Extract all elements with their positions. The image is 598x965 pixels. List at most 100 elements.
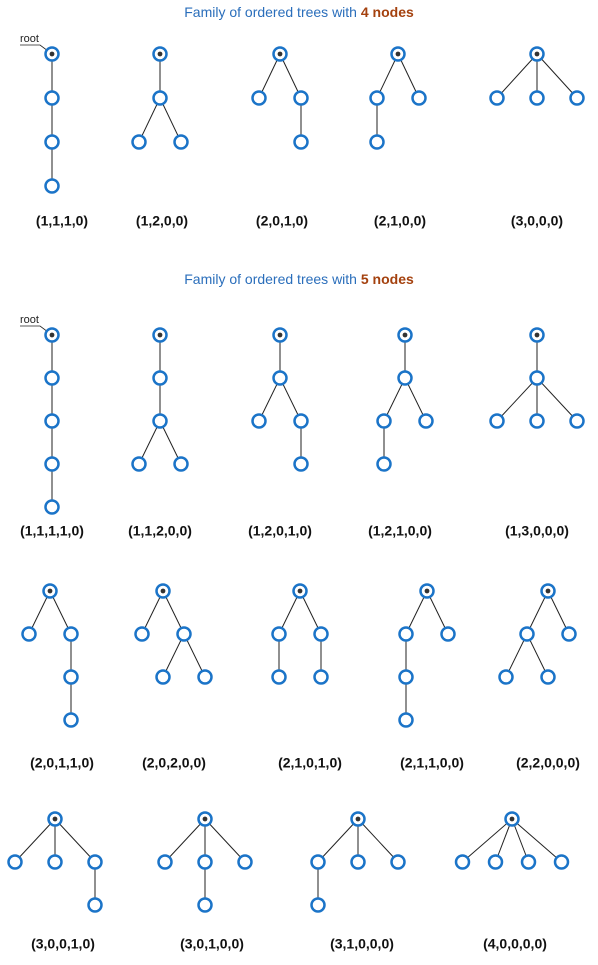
tree-edge [536,53,578,99]
tree-node [271,626,287,642]
tree-node [489,90,505,106]
tree-node [197,854,213,870]
tree-node [498,669,514,685]
tree-node [44,456,60,472]
tree-node [313,626,329,642]
title-emphasis: 4 nodes [361,4,414,20]
root-dot [49,51,55,57]
tree-edge [526,590,549,635]
tree-edge [138,420,161,465]
tree-edge [138,97,161,143]
tree-edge [462,818,513,863]
root-dot [545,588,551,594]
tree-edge [511,818,562,863]
tree-node [197,897,213,913]
tree-node [21,626,37,642]
tree-edge [404,377,427,422]
root-dot [277,332,283,338]
root-dot [277,51,283,57]
root-dot [534,332,540,338]
tree-node [398,712,414,728]
tree-edge [258,377,281,422]
tree-caption: (2,0,2,0,0) [142,755,206,771]
tree-edge [376,53,399,99]
tree-node [529,413,545,429]
tree-edge [258,53,281,99]
tree-node [487,854,504,870]
tree-node [398,669,414,685]
tree-node [237,854,253,870]
tree-caption: (1,1,1,1,0) [20,523,84,539]
tree-edge [278,590,301,635]
tree-node [44,134,60,150]
tree-edge [162,633,185,678]
tree-caption: (1,1,1,0) [36,213,88,229]
tree-node [390,854,406,870]
tree-node [369,90,385,106]
tree-edge [159,420,182,465]
section-title: Family of ordered trees with 4 nodes [184,4,414,20]
tree-node [418,413,434,429]
tree-edge [54,818,96,863]
tree-node [489,413,505,429]
tree-edge [397,53,420,99]
tree-node [293,413,309,429]
tree-node [454,854,471,870]
root-pointer [20,44,49,52]
root-dot [157,332,163,338]
tree-edge [279,53,302,99]
tree-node [173,456,189,472]
tree-node [44,178,60,194]
tree-node [251,413,267,429]
root-pointer [20,325,49,333]
tree-edge [28,590,51,635]
tree-caption: (3,0,1,0,0) [180,936,244,952]
tree-edge [505,633,528,678]
root-label: root [20,314,39,326]
tree-node [173,134,189,150]
tree-caption: (1,2,0,0) [136,213,188,229]
tree-caption: (4,0,0,0,0) [483,936,547,952]
tree-node [44,413,60,429]
tree-edge [405,590,428,635]
root-dot [52,816,58,822]
root-dot [424,588,430,594]
root-dot [202,816,208,822]
tree-node [197,669,213,685]
tree-caption: (1,2,1,0,0) [368,523,432,539]
tree-edge [496,377,538,422]
root-dot [534,51,540,57]
tree-caption: (2,1,1,0,0) [400,755,464,771]
tree-node [152,90,168,106]
root-dot [395,51,401,57]
tree-node [519,626,535,642]
tree-edge [526,633,549,678]
tree-node [134,626,150,642]
tree-node [529,370,545,386]
tree-caption: (1,1,2,0,0) [128,523,192,539]
tree-node [152,413,168,429]
tree-edge [162,590,185,635]
title-prefix: Family of ordered trees with [184,271,361,287]
root-dot [355,816,361,822]
tree-node [293,456,309,472]
root-dot [160,588,166,594]
tree-node [398,626,414,642]
tree-caption: (2,1,0,1,0) [278,755,342,771]
tree-node [271,669,287,685]
tree-node [152,370,168,386]
root-dot [49,332,55,338]
tree-edge [496,53,538,99]
tree-node [293,90,309,106]
root-dot [47,588,53,594]
tree-node [157,854,173,870]
tree-node [131,456,147,472]
tree-node [272,370,288,386]
root-dot [509,816,515,822]
tree-node [529,90,545,106]
tree-caption: (3,1,0,0,0) [330,936,394,952]
tree-node [44,90,60,106]
tree-node [440,626,456,642]
tree-node [540,669,556,685]
